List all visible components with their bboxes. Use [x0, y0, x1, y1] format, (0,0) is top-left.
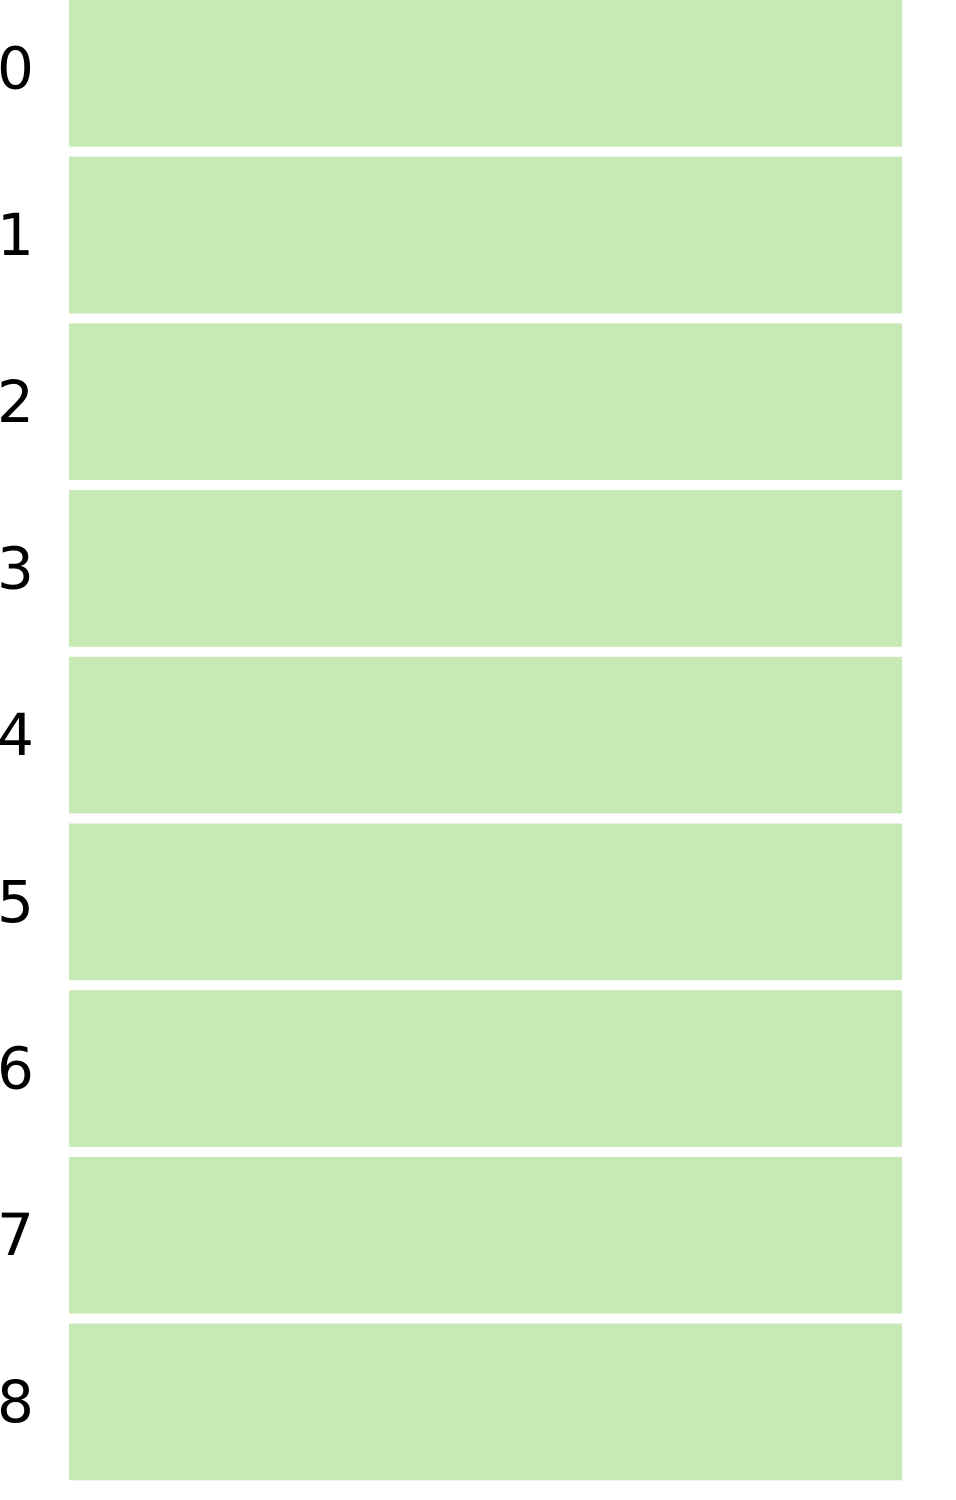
row-label-4: 4	[0, 701, 34, 769]
heatmap-cell-row-6	[69, 990, 902, 1147]
heatmap-cell-row-2	[69, 323, 902, 481]
heatmap-cell-row-0	[69, 0, 902, 147]
row-label-3: 3	[0, 534, 34, 602]
heatmap-cell-row-1	[69, 156, 902, 314]
heatmap-cell-row-8	[69, 1323, 902, 1481]
heatmap-cell-row-7	[69, 1156, 902, 1314]
row-label-7: 7	[0, 1201, 34, 1269]
row-label-5: 5	[0, 868, 34, 936]
row-label-1: 1	[0, 201, 34, 269]
heatmap-cell-row-4	[69, 656, 902, 814]
row-label-8: 8	[0, 1368, 34, 1436]
row-tick-labels: 0 1 2 3 4 5 6 7 8	[0, 34, 34, 1436]
row-label-6: 6	[0, 1035, 34, 1103]
heatmap-cells	[69, 0, 902, 1481]
heatmap-cell-row-5	[69, 823, 902, 981]
row-label-0: 0	[0, 34, 34, 102]
heatmap-cell-row-3	[69, 490, 902, 647]
row-label-2: 2	[0, 368, 34, 436]
